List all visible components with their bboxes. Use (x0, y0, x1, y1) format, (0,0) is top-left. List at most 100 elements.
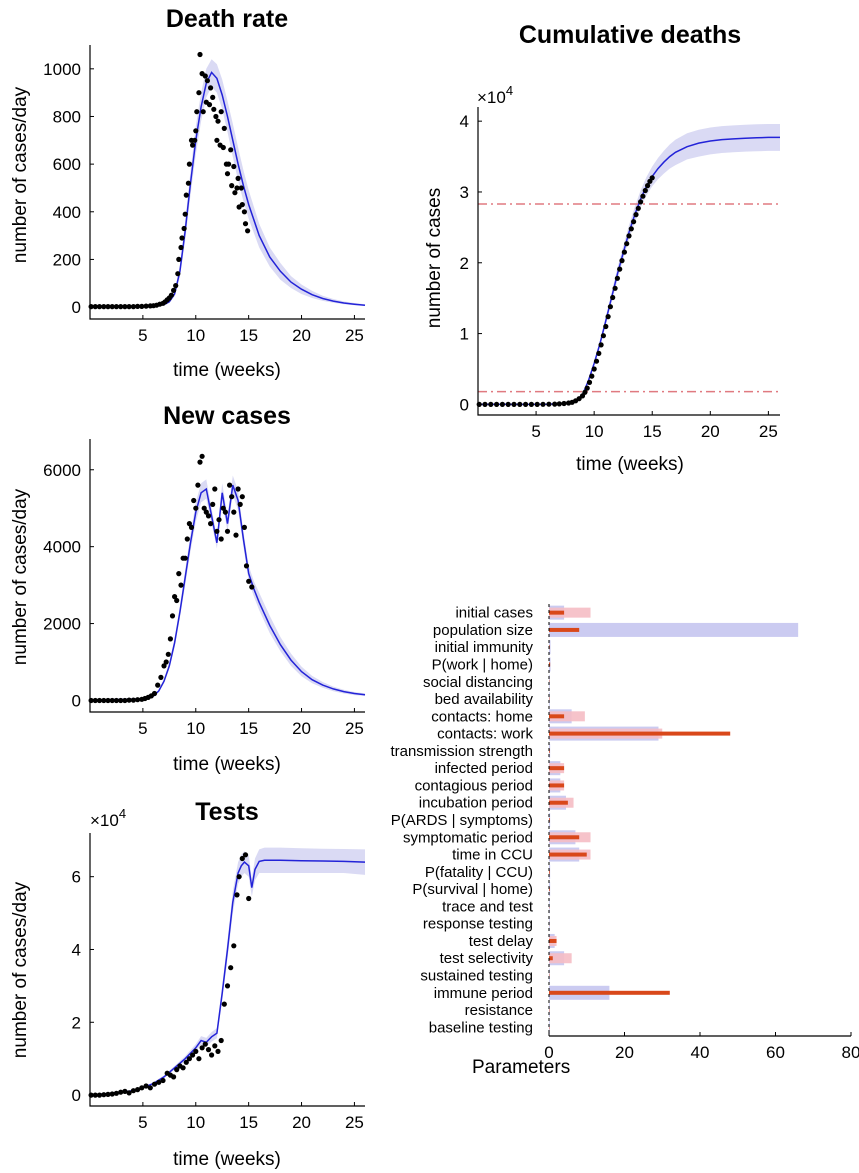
data-point (561, 400, 567, 407)
data-point (233, 532, 239, 538)
posterior-bar (549, 990, 670, 995)
data-point (640, 193, 646, 199)
data-point (113, 304, 119, 310)
data-point (213, 113, 219, 120)
x-tick-label: 25 (345, 1113, 364, 1132)
fit-line (89, 484, 366, 701)
data-point (208, 521, 214, 527)
tests-panel: Tests time (weeks) number of cases/day ×… (10, 798, 366, 1170)
data-point (517, 401, 523, 407)
posterior-bar (549, 956, 553, 961)
fit-line (89, 859, 366, 1096)
data-point (523, 401, 529, 407)
x-tick-label: 10 (186, 1113, 205, 1132)
data-point (92, 304, 98, 310)
category-label: response testing (423, 916, 533, 933)
posterior-bar (549, 610, 565, 615)
data-point (610, 294, 616, 301)
data-point (171, 1074, 177, 1080)
chart-title: Tests (195, 798, 258, 826)
prior-pink-bar (549, 607, 591, 618)
data-point (205, 513, 212, 519)
data-point (600, 333, 607, 339)
data-point (105, 1091, 111, 1097)
x-axis-label: time (weeks) (173, 754, 281, 775)
data-point (593, 358, 600, 364)
data-point (224, 528, 231, 534)
data-point (649, 175, 655, 181)
category-label: P(fatality | CCU) (425, 864, 533, 881)
y-multiplier-base: ×10 (90, 811, 119, 830)
x-tick-label: 40 (691, 1043, 710, 1062)
data-point (130, 697, 136, 703)
data-point (511, 401, 517, 407)
data-point (528, 401, 535, 407)
data-point (218, 536, 224, 542)
x-tick-label: 25 (345, 719, 364, 738)
y-tick-label: 2 (72, 1013, 81, 1032)
data-point (92, 1092, 98, 1098)
data-point (197, 51, 203, 58)
data-point (176, 571, 182, 577)
data-point (482, 401, 488, 407)
data-point (105, 304, 111, 310)
data-point (239, 494, 245, 500)
data-point (228, 147, 234, 153)
data-point (638, 199, 644, 205)
data-point (179, 235, 185, 241)
data-point (135, 697, 141, 703)
y-tick-label: 3 (460, 183, 469, 202)
category-label: test delay (469, 933, 534, 950)
y-tick-label: 400 (53, 203, 81, 222)
data-point (231, 509, 237, 515)
data-point (122, 697, 128, 704)
axes (89, 45, 365, 320)
axes (477, 107, 780, 416)
data-point (126, 1090, 132, 1096)
y-tick-label: 1000 (43, 60, 81, 79)
category-label: initial cases (455, 605, 533, 622)
data-point (105, 697, 111, 704)
data-point (195, 482, 201, 488)
category-label: social distancing (423, 674, 533, 691)
category-label: trace and test (442, 898, 534, 915)
category-label: population size (433, 622, 533, 639)
confidence-band (478, 124, 780, 405)
x-tick-label: 20 (292, 719, 311, 738)
data-point (118, 1089, 124, 1095)
data-point (197, 459, 203, 465)
data-point (206, 102, 213, 108)
data-point (499, 401, 505, 407)
posterior-bar (549, 783, 565, 788)
data-point (186, 521, 192, 527)
data-point (130, 1088, 136, 1094)
posterior-bar (549, 887, 550, 892)
data-point (218, 109, 224, 115)
y-multiplier-exp: 4 (506, 83, 513, 98)
data-point (151, 1081, 158, 1087)
x-tick-label: 80 (842, 1043, 859, 1062)
data-point (215, 1048, 221, 1054)
y-tick-label: 600 (53, 155, 81, 174)
data-point (215, 118, 221, 124)
data-point (226, 161, 232, 167)
data-point (598, 342, 604, 348)
data-point (174, 1067, 180, 1073)
data-point (208, 85, 214, 91)
data-point (161, 663, 167, 669)
y-tick-label: 6000 (43, 461, 81, 480)
data-point (192, 137, 198, 143)
x-tick-label: 15 (239, 1113, 258, 1132)
data-point (155, 682, 161, 688)
x-axis-label: time (weeks) (173, 1149, 281, 1170)
confidence-band (90, 847, 365, 1096)
data-point (92, 697, 98, 704)
data-point (633, 212, 639, 218)
data-point (158, 674, 164, 681)
chart-title: Death rate (166, 5, 288, 33)
y-tick-label: 800 (53, 107, 81, 126)
data-point (174, 597, 180, 604)
y-tick-label: 0 (72, 298, 81, 317)
data-point (605, 314, 611, 320)
